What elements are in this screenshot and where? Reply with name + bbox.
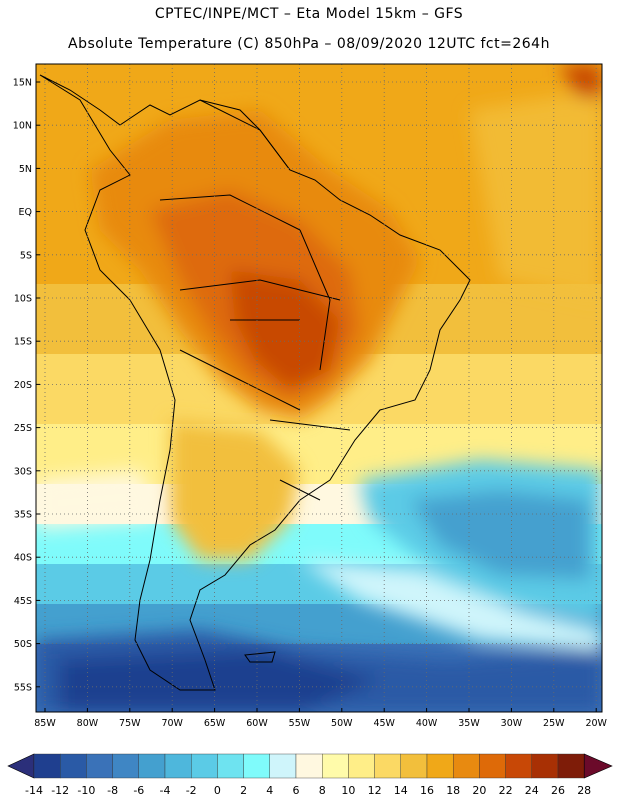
latitude-labels: 15N 10N 5N EQ 5S 10S 15S 20S 25S 30S 35S 40S 45S 50S 5… <box>13 78 40 693</box>
colorbar-labels: -14 -12 -10 -8 -6 -4 -2 0 2 4 6 8 10 12 14 16 18 20 22 24 26… <box>25 784 591 797</box>
lat-label: 30S <box>14 466 32 477</box>
colorbar-label: -6 <box>133 784 144 797</box>
colorbar-label: 28 <box>577 784 591 797</box>
lat-label: 15N <box>13 78 32 89</box>
colorbar-label: 26 <box>551 784 565 797</box>
colorbar-label: 20 <box>472 784 486 797</box>
colorbar-label: 18 <box>446 784 460 797</box>
lat-label: 15S <box>14 337 32 348</box>
lat-label: 40S <box>14 553 32 564</box>
colorbar-swatch <box>400 753 428 779</box>
colorbar <box>7 753 613 779</box>
lon-label: 80W <box>77 718 99 729</box>
colorbar-swatch <box>531 753 559 779</box>
lat-label: 45S <box>14 596 32 607</box>
colorbar-label: -2 <box>186 784 197 797</box>
lon-label: 65W <box>204 718 226 729</box>
lat-label: EQ <box>19 207 32 218</box>
longitude-labels: 85W 80W 75W 70W 65W 60W 55W 50W 45W 40W 35W 30W 25W 2… <box>34 708 608 729</box>
colorbar-swatch <box>164 753 192 779</box>
lon-label: 45W <box>373 718 395 729</box>
colorbar-label: 4 <box>266 784 273 797</box>
colorbar-swatch <box>322 753 349 779</box>
colorbar-swatch <box>426 753 454 779</box>
colorbar-swatch <box>479 753 506 779</box>
colorbar-swatch <box>557 753 585 779</box>
colorbar-label: -4 <box>160 784 171 797</box>
colorbar-over-arrow <box>583 753 613 779</box>
lon-label: 25W <box>543 718 565 729</box>
lat-label: 10N <box>13 121 32 132</box>
lat-label: 10S <box>14 294 32 305</box>
lat-label: 5N <box>19 164 32 175</box>
colorbar-label: 12 <box>368 784 382 797</box>
lat-label: 20S <box>14 380 32 391</box>
colorbar-label: 16 <box>420 784 434 797</box>
lon-label: 50W <box>331 718 353 729</box>
colorbar-label: -10 <box>77 784 95 797</box>
colorbar-swatch <box>243 753 271 779</box>
colorbar-label: 10 <box>341 784 355 797</box>
lat-label: 50S <box>14 639 32 650</box>
coastlines <box>39 74 471 691</box>
colorbar-label: 24 <box>525 784 539 797</box>
colorbar-swatch <box>217 753 244 779</box>
lon-label: 20W <box>585 718 607 729</box>
colorbar-swatch <box>60 753 87 779</box>
lat-label: 25S <box>14 423 32 434</box>
lon-label: 85W <box>34 718 56 729</box>
lon-label: 55W <box>289 718 311 729</box>
lon-label: 75W <box>119 718 141 729</box>
lon-label: 40W <box>416 718 438 729</box>
map-subtitle: Absolute Temperature (C) 850hPa – 08/09/… <box>68 36 550 52</box>
lon-label: 30W <box>501 718 523 729</box>
colorbar-label: 0 <box>214 784 221 797</box>
colorbar-label: 14 <box>394 784 408 797</box>
lon-label: 70W <box>161 718 183 729</box>
colorbar-under-arrow <box>7 753 35 779</box>
colorbar-label: 2 <box>240 784 247 797</box>
colorbar-label: -8 <box>107 784 118 797</box>
colorbar-label: -12 <box>51 784 69 797</box>
colorbar-swatch <box>138 753 166 779</box>
colorbar-swatch <box>295 753 323 779</box>
colorbar-swatch <box>33 753 61 779</box>
temperature-field <box>36 64 602 712</box>
colorbar-swatch <box>348 753 375 779</box>
lat-label: 55S <box>14 682 32 693</box>
lat-label: 5S <box>20 250 32 261</box>
colorbar-swatch <box>374 753 402 779</box>
colorbar-label: 8 <box>319 784 326 797</box>
colorbar-label: -14 <box>25 784 43 797</box>
gridlines <box>36 64 602 712</box>
colorbar-label: 6 <box>293 784 300 797</box>
colorbar-swatch <box>453 753 480 779</box>
colorbar-label: 22 <box>499 784 513 797</box>
colorbar-swatch <box>190 753 218 779</box>
colorbar-swatch <box>112 753 139 779</box>
colorbar-swatch <box>86 753 113 779</box>
map-title: CPTEC/INPE/MCT – Eta Model 15km – GFS <box>154 6 464 22</box>
lon-label: 35W <box>458 718 480 729</box>
colorbar-swatch <box>269 753 297 779</box>
map-frame <box>35 63 603 713</box>
lon-label: 60W <box>246 718 268 729</box>
lat-label: 35S <box>14 510 32 521</box>
colorbar-swatch <box>505 753 533 779</box>
